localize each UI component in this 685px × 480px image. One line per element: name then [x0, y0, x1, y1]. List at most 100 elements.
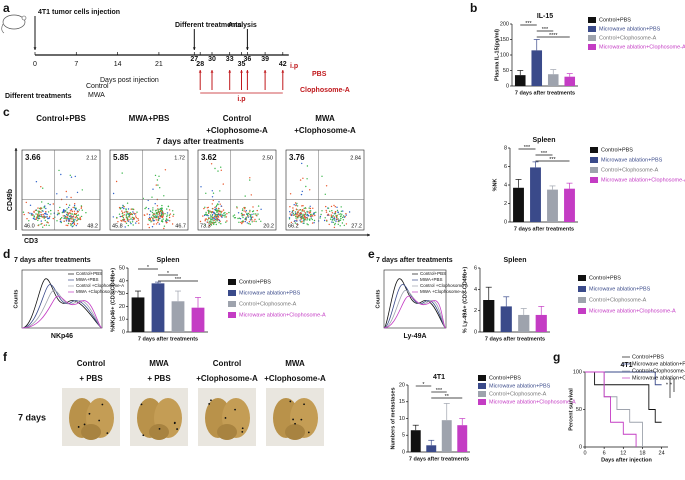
- flow-dot: [35, 218, 37, 220]
- photo-label: Control: [213, 359, 241, 368]
- nodule-marker: [208, 403, 211, 405]
- flow-dot: [300, 193, 303, 196]
- flow-dot: [61, 211, 64, 214]
- photo-label: MWA: [285, 359, 305, 368]
- flow-dot: [306, 218, 309, 220]
- flow-dot: [153, 219, 155, 222]
- flow-dot: [294, 211, 297, 213]
- flow-dot: [40, 220, 42, 222]
- flow-dot: [310, 213, 312, 216]
- flow-dot: [238, 221, 240, 223]
- y-tick-label: 50: [119, 265, 125, 271]
- flow-dot: [47, 222, 49, 224]
- legend-label: Control+PBS: [599, 17, 631, 23]
- flow-dot: [126, 213, 129, 215]
- flow-dot: [218, 219, 221, 221]
- flow-dot: [169, 213, 172, 215]
- flow-dot: [43, 207, 45, 209]
- flow-dot: [35, 217, 38, 219]
- legend-swatch: [228, 279, 236, 285]
- flow-dot: [225, 216, 228, 218]
- hist-curve: [21, 295, 103, 329]
- legend-label: Microwave ablation+Clophosome-A: [632, 375, 685, 381]
- flow-y-label: CD49b: [7, 189, 14, 211]
- flow-dot: [295, 204, 297, 207]
- hist-legend: MWA +Clophosome-A: [420, 289, 464, 294]
- legend-swatch: [588, 35, 596, 41]
- flow-dot: [310, 210, 312, 212]
- flow-dot: [334, 222, 336, 225]
- day-label: 28: [196, 61, 204, 68]
- flow-dot: [232, 215, 234, 217]
- flow-dot: [334, 224, 336, 226]
- flow-dot: [121, 206, 124, 209]
- flow-dot: [225, 221, 227, 223]
- legend-label: Microwave ablation+Clophosome-A: [239, 312, 326, 318]
- legend-swatch: [228, 290, 236, 296]
- flow-dot: [337, 223, 339, 225]
- flow-dot: [299, 215, 301, 217]
- flow-dot: [68, 204, 71, 206]
- flow-dot: [73, 206, 76, 208]
- flow-dot: [334, 206, 336, 208]
- flow-dot: [236, 206, 238, 208]
- flow-dot: [343, 216, 345, 218]
- flow-dot: [326, 219, 328, 221]
- flow-dot: [343, 224, 345, 227]
- flow-dot: [136, 220, 138, 223]
- y-tick-label: 200: [500, 21, 509, 27]
- flow-dot: [166, 212, 169, 214]
- flow-dot: [303, 220, 305, 222]
- arrow-head: [33, 47, 37, 50]
- flow-dot: [30, 214, 33, 216]
- flow-dot: [294, 202, 297, 204]
- flow-dot: [205, 213, 207, 215]
- flow-dot: [162, 218, 164, 220]
- flow-dot: [41, 201, 43, 203]
- bar: [531, 50, 543, 86]
- flow-dot: [307, 224, 309, 226]
- flow-dot: [157, 208, 159, 210]
- flow-dot: [69, 215, 72, 217]
- lung-lobe: [149, 424, 169, 440]
- flow-header: +Clophosome-A: [206, 126, 268, 135]
- flow-dot: [25, 201, 27, 204]
- y-tick-label: 4: [504, 182, 507, 188]
- flow-dot: [254, 218, 256, 221]
- flow-x-label: CD3: [24, 238, 38, 245]
- flow-dot: [292, 212, 294, 215]
- flow-dot: [257, 205, 260, 207]
- flow-dot: [300, 218, 302, 220]
- bar: [410, 430, 421, 452]
- flow-dot: [214, 167, 216, 170]
- nodule-marker: [173, 421, 176, 424]
- flow-dot: [70, 224, 72, 227]
- flow-dot: [38, 213, 40, 215]
- flow-dot: [127, 220, 130, 222]
- lung-lobe: [217, 424, 237, 440]
- flow-dot: [331, 210, 333, 212]
- hist-curve: [383, 295, 447, 329]
- flow-dot: [211, 190, 213, 192]
- flow-dot: [159, 214, 161, 216]
- panel-label: b: [470, 1, 477, 15]
- flow-dot: [128, 215, 130, 217]
- flow-dot: [309, 219, 311, 221]
- flow-dot: [292, 209, 295, 212]
- flow-dot: [209, 220, 211, 222]
- flow-dot: [138, 222, 140, 224]
- x-tick-label: 24: [659, 450, 665, 456]
- flow-dot: [42, 226, 44, 228]
- legend-label: Microwave ablation+Clophosome-A: [599, 44, 685, 50]
- flow-dot: [289, 193, 292, 195]
- flow-dot: [74, 217, 77, 219]
- flow-dot: [50, 213, 52, 215]
- flow-dot: [296, 202, 298, 205]
- flow-dot: [308, 212, 311, 214]
- flow-dot: [152, 214, 154, 216]
- flow-dot: [160, 214, 162, 217]
- flow-dot: [166, 221, 168, 224]
- flow-dot: [72, 219, 75, 222]
- flow-dot: [155, 213, 157, 215]
- flow-dot: [334, 213, 337, 215]
